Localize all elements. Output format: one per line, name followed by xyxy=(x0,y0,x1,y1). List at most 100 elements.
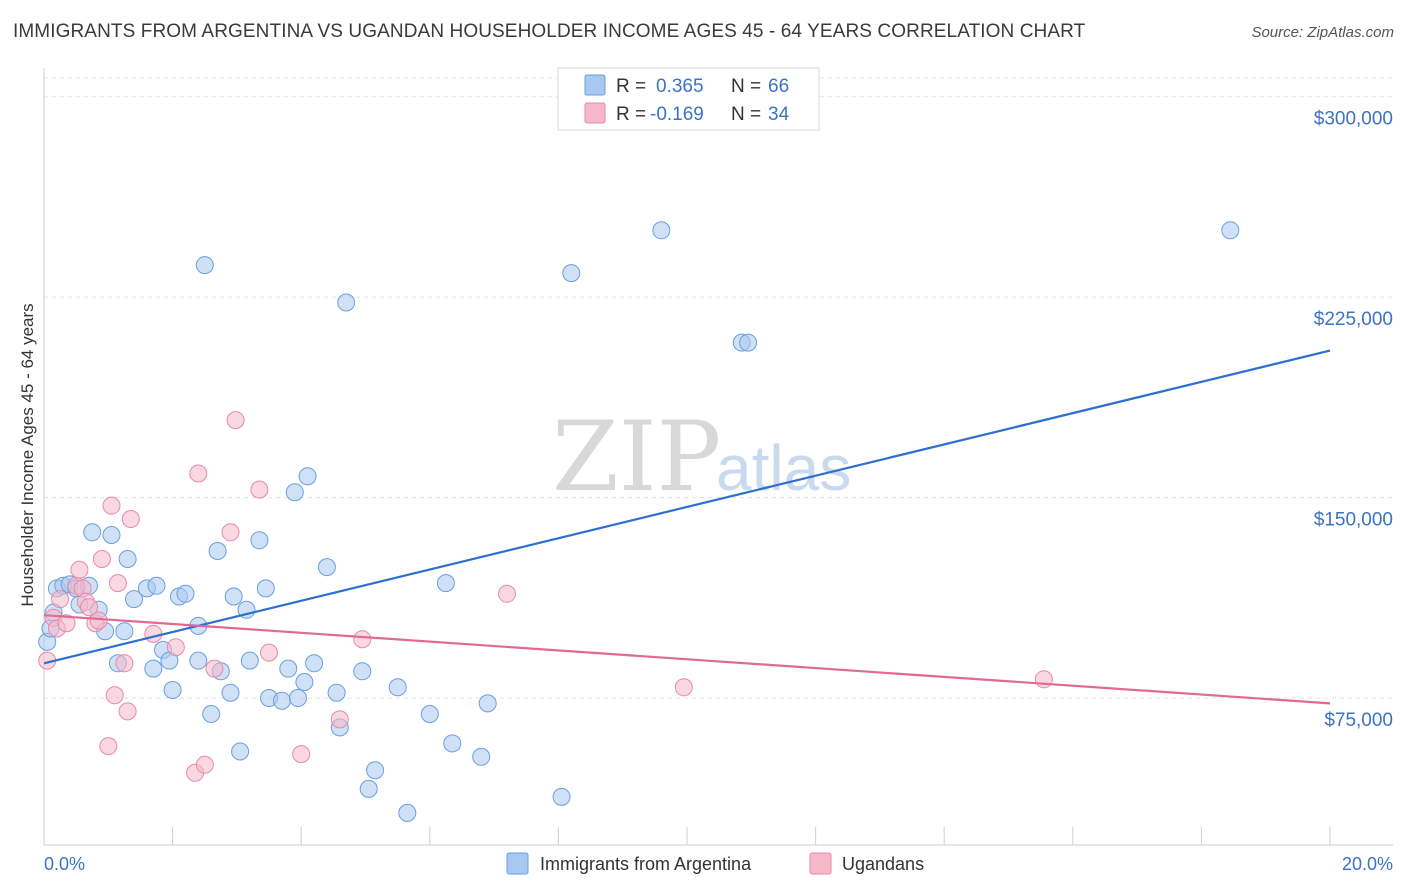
data-point xyxy=(1221,221,1240,240)
data-points xyxy=(38,221,1240,822)
legend-swatch-ugandans xyxy=(584,102,606,124)
data-point xyxy=(51,590,70,609)
data-point xyxy=(80,598,98,617)
data-point xyxy=(92,550,111,568)
data-point xyxy=(353,630,372,649)
data-point xyxy=(224,587,243,606)
data-point xyxy=(250,480,269,499)
data-point xyxy=(298,467,317,486)
axes xyxy=(43,68,1393,846)
data-point xyxy=(330,710,349,729)
data-point xyxy=(289,689,307,707)
data-point xyxy=(317,558,336,577)
data-point xyxy=(256,579,275,598)
data-point xyxy=(652,221,671,240)
data-point xyxy=(108,574,127,593)
data-point xyxy=(739,333,758,352)
data-point xyxy=(231,742,250,761)
data-point xyxy=(57,614,76,633)
data-point xyxy=(674,678,693,697)
y-axis-label: Householder Income Ages 45 - 64 years xyxy=(18,303,37,606)
series-points-argentina xyxy=(38,221,1240,822)
data-point xyxy=(121,510,140,528)
x-tick-label-max: 20.0% xyxy=(1342,854,1393,874)
data-point xyxy=(226,411,245,430)
data-point xyxy=(144,624,163,643)
y-tick-label: $150,000 xyxy=(1314,510,1393,531)
data-point xyxy=(102,526,121,544)
data-point xyxy=(105,686,124,705)
data-point xyxy=(498,584,516,603)
legend-n-value-ugandans: 34 xyxy=(768,104,790,125)
trend-lines xyxy=(43,349,1331,705)
data-point xyxy=(292,745,311,764)
data-point xyxy=(478,694,497,713)
data-point xyxy=(208,542,227,560)
data-point xyxy=(295,673,314,691)
bottom-legend-swatch-argentina xyxy=(506,852,529,875)
data-point xyxy=(388,678,407,697)
y-tick-label: $300,000 xyxy=(1314,109,1393,130)
data-point xyxy=(189,651,208,670)
data-point xyxy=(99,737,118,756)
legend-r-value-ugandans: -0.169 xyxy=(650,104,704,125)
bottom-legend-swatch-ugandans xyxy=(809,852,832,875)
legend-n-value-argentina: 66 xyxy=(768,76,789,97)
data-point xyxy=(260,643,278,662)
legend-n-label-argentina: N = xyxy=(731,76,761,97)
data-point xyxy=(176,584,195,603)
data-point xyxy=(359,779,378,798)
data-point xyxy=(202,705,221,723)
bottom-legend: Immigrants from Argentina Ugandans xyxy=(506,852,924,875)
data-point xyxy=(250,531,269,550)
legend-n-label-ugandans: N = xyxy=(731,104,761,125)
chart-title: IMMIGRANTS FROM ARGENTINA VS UGANDAN HOU… xyxy=(13,21,1086,42)
data-point xyxy=(144,659,163,678)
data-point xyxy=(195,755,214,774)
data-point xyxy=(305,654,324,673)
x-tick-label-min: 0.0% xyxy=(44,854,85,874)
trend-line-argentina xyxy=(43,349,1331,665)
data-point xyxy=(366,761,385,780)
data-point xyxy=(205,659,224,678)
data-point xyxy=(436,574,455,593)
y-tick-labels: $75,000 $150,000 $225,000 $300,000 xyxy=(1314,109,1393,731)
watermark: ZIP atlas xyxy=(552,401,851,513)
data-point xyxy=(552,787,571,806)
data-point xyxy=(420,705,439,723)
y-tick-label: $225,000 xyxy=(1314,309,1393,330)
data-point xyxy=(472,747,491,766)
bottom-legend-label-argentina: Immigrants from Argentina xyxy=(540,854,752,874)
legend-swatch-argentina xyxy=(584,74,606,96)
watermark-atlas: atlas xyxy=(716,432,851,504)
y-tick-label: $75,000 xyxy=(1324,710,1393,731)
data-point xyxy=(285,483,304,502)
data-point xyxy=(115,622,134,641)
source-note: Source: ZipAtlas.com xyxy=(1251,24,1394,41)
data-point xyxy=(272,691,291,710)
legend-r-label-argentina: R = xyxy=(616,76,646,97)
data-point xyxy=(1034,670,1053,689)
data-point xyxy=(70,560,89,579)
data-point xyxy=(118,702,137,721)
data-point xyxy=(195,256,214,275)
legend-r-value-argentina: 0.365 xyxy=(656,76,704,97)
data-point xyxy=(562,264,581,283)
data-point xyxy=(398,803,417,822)
data-point xyxy=(221,523,240,542)
watermark-zip: ZIP xyxy=(552,401,721,513)
legend-r-label-ugandans: R = xyxy=(616,104,646,125)
data-point xyxy=(337,293,356,312)
data-point xyxy=(115,654,134,673)
data-point xyxy=(327,683,346,702)
data-point xyxy=(221,683,240,702)
data-point xyxy=(83,523,102,542)
legend: R = 0.365 N = 66 R = -0.169 N = 34 xyxy=(557,67,820,131)
data-point xyxy=(240,651,259,670)
data-point xyxy=(147,576,166,595)
data-point xyxy=(353,662,372,681)
data-point xyxy=(102,496,121,515)
data-point xyxy=(279,659,298,678)
data-point xyxy=(89,611,108,630)
